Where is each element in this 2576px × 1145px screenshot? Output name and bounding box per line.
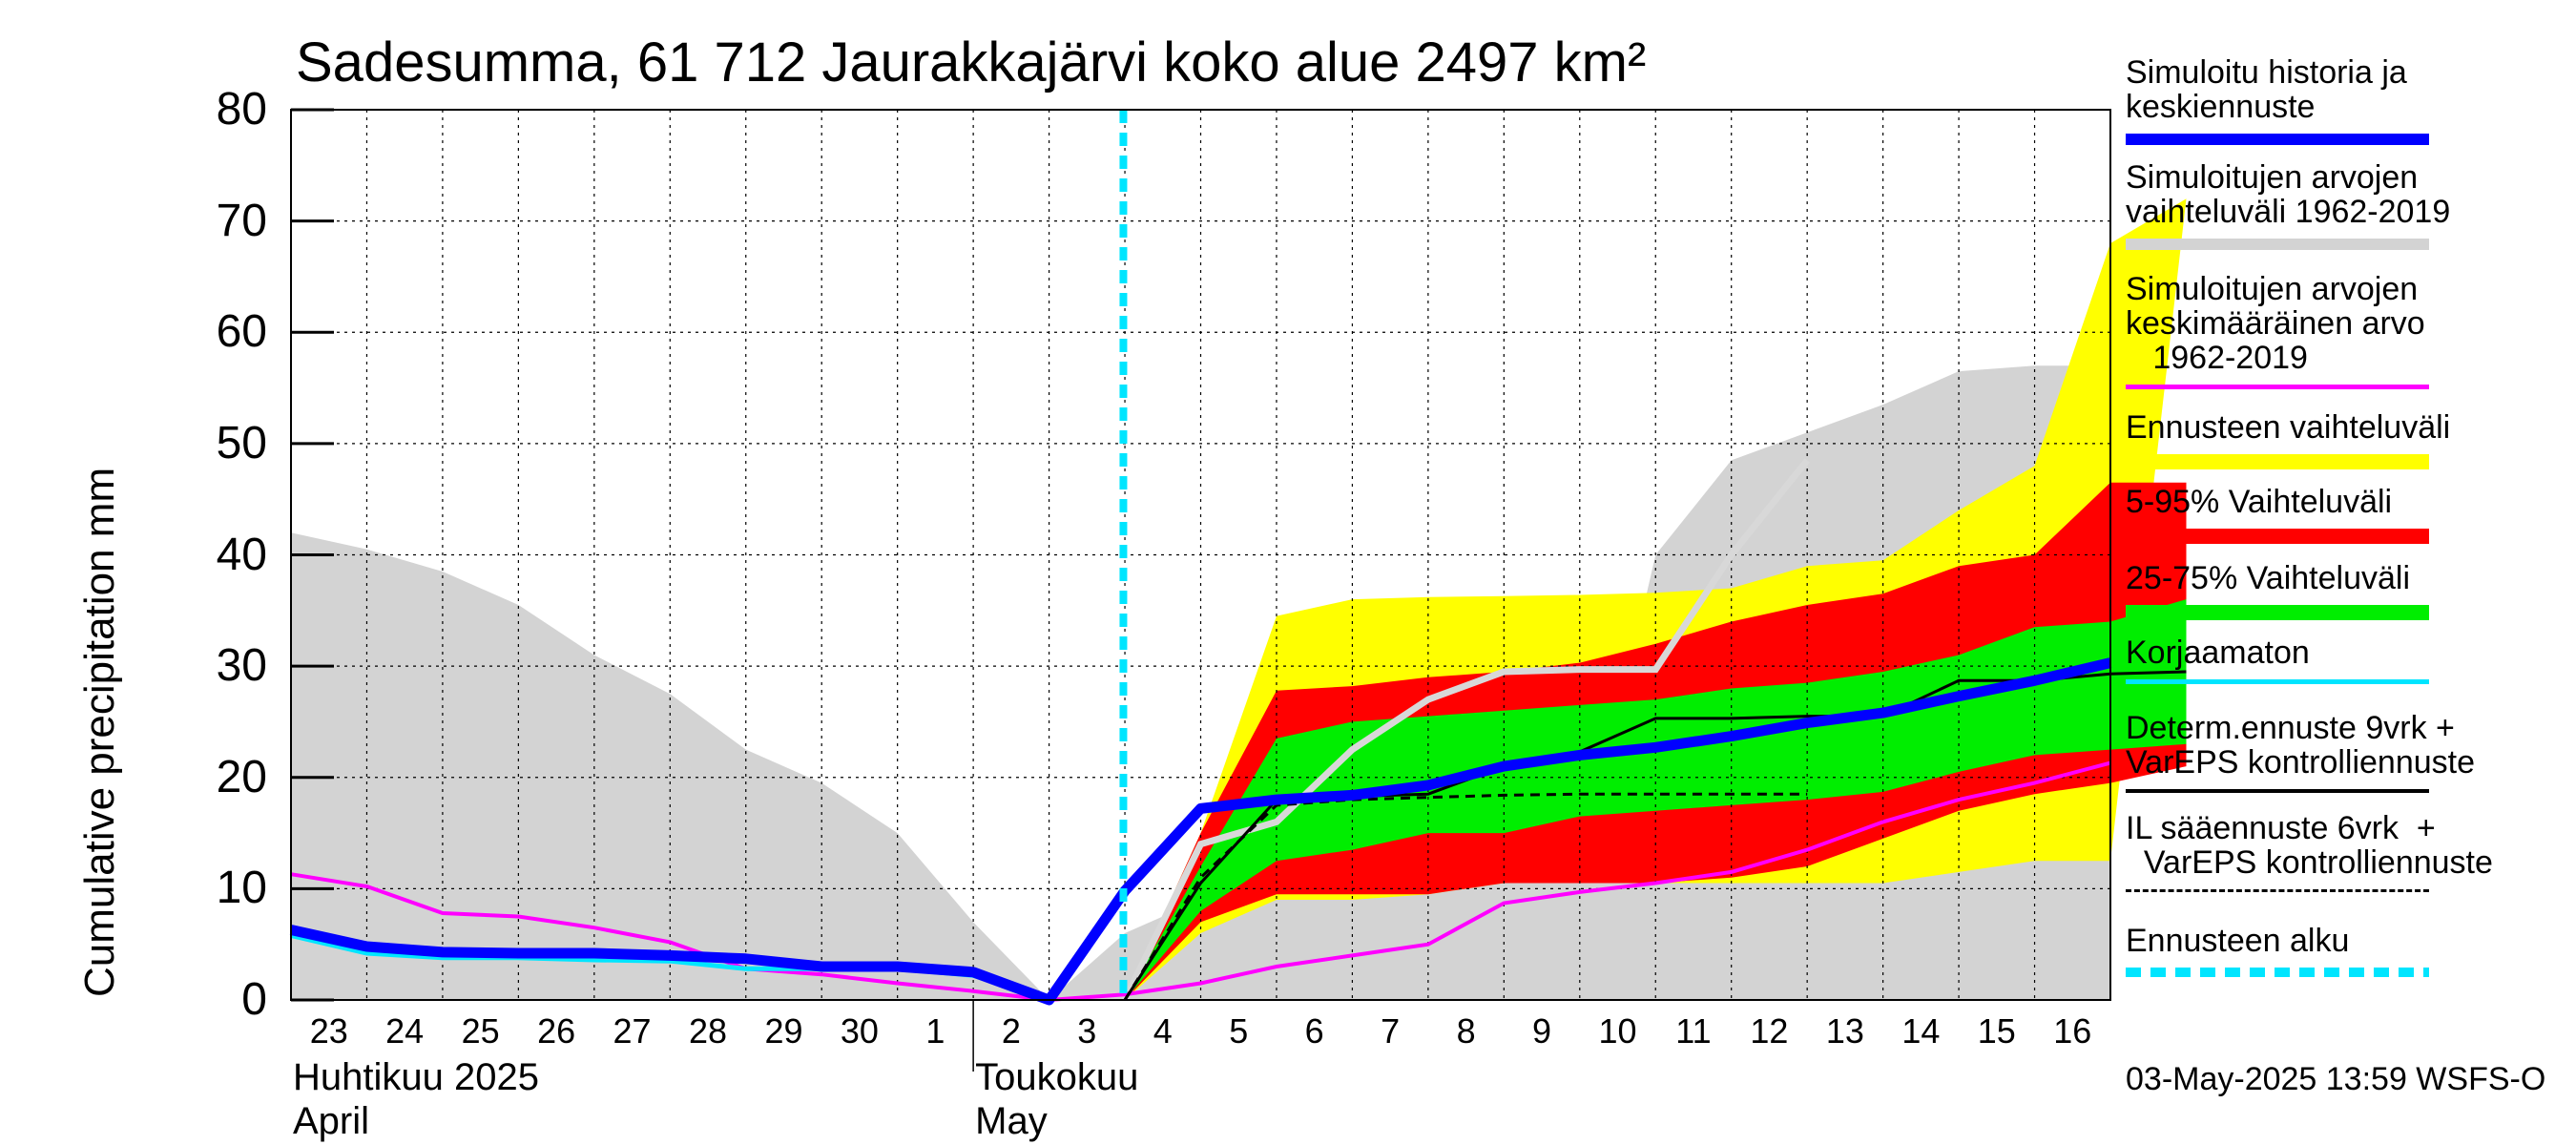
x-tick-label: 6 xyxy=(1304,1011,1324,1051)
history-mean-line xyxy=(290,760,2111,1003)
x-tick-label: 12 xyxy=(1750,1011,1789,1051)
legend-swatch-simulated xyxy=(2126,134,2429,145)
month-label-secondary: April xyxy=(293,1100,370,1142)
legend-label-determ_forecast: Determ.ennuste 9vrk + VarEPS kontrollien… xyxy=(2126,710,2476,781)
month-label-primary: Huhtikuu 2025 xyxy=(293,1056,539,1098)
y-tick-label: 30 xyxy=(216,640,267,692)
x-tick-label: 30 xyxy=(840,1011,879,1051)
x-tick-label: 25 xyxy=(461,1011,500,1051)
x-tick-label: 26 xyxy=(537,1011,576,1051)
legend-swatch-il_forecast xyxy=(2126,889,2429,892)
legend-swatch-p25_75 xyxy=(2126,605,2429,620)
x-tick-label: 1 xyxy=(925,1011,945,1051)
x-tick-label: 7 xyxy=(1381,1011,1401,1051)
x-tick-label: 23 xyxy=(309,1011,348,1051)
legend-label-forecast_range: Ennusteen vaihteluväli xyxy=(2126,409,2451,446)
x-tick-label: 2 xyxy=(1001,1011,1021,1051)
simulated-line xyxy=(289,657,2112,1006)
y-tick-label: 60 xyxy=(216,306,267,358)
legend-label-simulated: Simuloitu historia ja keskiennuste xyxy=(2126,54,2407,125)
x-tick-label: 11 xyxy=(1675,1011,1712,1051)
legend-label-forecast_start: Ennusteen alku xyxy=(2126,923,2350,959)
legend-swatch-history_range xyxy=(2126,239,2429,250)
legend-label-p25_75: 25-75% Vaihteluväli xyxy=(2126,560,2410,596)
y-tick-label: 40 xyxy=(216,529,267,580)
legend-label-uncorrected: Korjaamaton xyxy=(2126,635,2310,671)
x-tick-label: 27 xyxy=(613,1011,652,1051)
legend-swatch-determ_forecast xyxy=(2126,789,2429,793)
chart-bands xyxy=(291,198,2187,1001)
timestamp: 03-May-2025 13:59 WSFS-O xyxy=(2126,1061,2546,1097)
x-tick-label: 24 xyxy=(385,1011,425,1051)
chart-frame xyxy=(290,108,2111,1072)
x-tick-label: 29 xyxy=(764,1011,803,1051)
x-tick-label: 10 xyxy=(1598,1011,1637,1051)
y-axis-label: Cumulative precipitation mm xyxy=(76,467,123,997)
x-tick-label: 3 xyxy=(1077,1011,1097,1051)
x-tick-label: 28 xyxy=(688,1011,728,1051)
history-median-line xyxy=(1121,458,1810,1002)
y-tick-label: 70 xyxy=(216,195,267,246)
month-label-secondary: May xyxy=(975,1100,1048,1142)
x-tick-label: 14 xyxy=(1901,1011,1941,1051)
legend-swatch-forecast_range xyxy=(2126,454,2429,469)
month-label: Huhtikuu 2025 April xyxy=(293,1055,539,1143)
y-tick-label: 50 xyxy=(216,417,267,468)
legend-swatch-history_mean xyxy=(2126,385,2429,389)
x-tick-label: 9 xyxy=(1532,1011,1552,1051)
y-tick-label: 0 xyxy=(241,974,267,1025)
x-tick-label: 15 xyxy=(1977,1011,2016,1051)
chart-title: Sadesumma, 61 712 Jaurakkajärvi koko alu… xyxy=(296,31,1647,94)
chart-lines xyxy=(289,110,2187,1006)
month-label: Toukokuu May xyxy=(975,1055,1138,1143)
legend-swatch-uncorrected xyxy=(2126,679,2429,684)
y-tick-label: 10 xyxy=(216,863,267,914)
x-tick-label: 8 xyxy=(1456,1011,1476,1051)
month-label-primary: Toukokuu xyxy=(975,1056,1139,1098)
x-tick-label: 4 xyxy=(1153,1011,1173,1051)
y-tick-label: 80 xyxy=(216,84,267,135)
x-tick-label: 13 xyxy=(1825,1011,1864,1051)
x-tick-label: 5 xyxy=(1229,1011,1249,1051)
legend-swatch-p5_95 xyxy=(2126,529,2429,544)
x-tick-label: 16 xyxy=(2053,1011,2092,1051)
legend-label-il_forecast: IL sääennuste 6vrk + VarEPS kontrollienn… xyxy=(2126,810,2493,881)
legend-label-p5_95: 5-95% Vaihteluväli xyxy=(2126,484,2393,520)
y-tick-label: 20 xyxy=(216,751,267,802)
legend-swatch-forecast_start xyxy=(2126,968,2429,977)
legend-label-history_mean: Simuloitujen arvojen keskimääräinen arvo… xyxy=(2126,271,2425,376)
legend-label-history_range: Simuloitujen arvojen vaihteluväli 1962-2… xyxy=(2126,159,2451,230)
